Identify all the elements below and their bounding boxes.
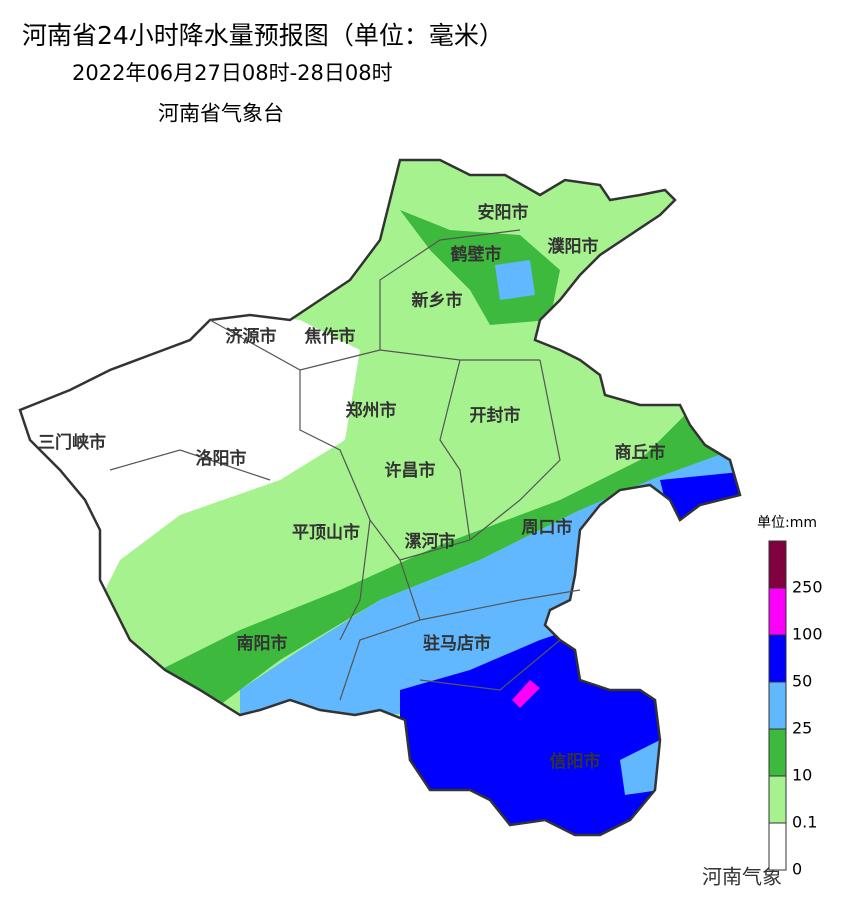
- legend-swatch: [768, 775, 787, 824]
- legend-swatch: [768, 540, 787, 589]
- city-label: 周口市: [522, 517, 573, 538]
- city-label: 洛阳市: [196, 448, 247, 469]
- city-label: 三门峡市: [38, 432, 106, 453]
- legend-label: 50: [792, 672, 812, 691]
- zone-10: [140, 400, 740, 720]
- legend-label: 250: [792, 578, 823, 597]
- period: 2022年06月27日08时-28日08时: [72, 61, 393, 85]
- legend-label: 0: [792, 860, 802, 879]
- legend-swatch: [768, 634, 787, 683]
- city-label: 南阳市: [237, 633, 288, 654]
- province-border: [18, 158, 742, 837]
- city-label: 鹤壁市: [451, 244, 502, 265]
- city-label: 开封市: [470, 405, 521, 426]
- city-label: 郑州市: [346, 400, 397, 421]
- city-label: 信阳市: [550, 751, 601, 772]
- legend-label: 0.1: [792, 813, 817, 832]
- legend-swatch: [768, 681, 787, 730]
- legend-swatch: [768, 587, 787, 636]
- legend-label: 10: [792, 766, 812, 785]
- legend-swatch: [768, 728, 787, 777]
- legend-swatch: [768, 822, 787, 871]
- city-label: 安阳市: [478, 202, 529, 223]
- issuer: 河南省气象台: [158, 102, 284, 126]
- city-label: 许昌市: [385, 460, 436, 481]
- city-label: 濮阳市: [548, 236, 599, 257]
- zone-25-north: [495, 260, 535, 300]
- city-label: 焦作市: [304, 326, 356, 347]
- zone-100: [512, 680, 540, 708]
- city-label: 平顶山市: [292, 522, 360, 543]
- zone-25-south: [620, 740, 660, 795]
- legend-label: 25: [792, 719, 812, 738]
- city-label: 漯河市: [405, 531, 456, 552]
- legend-unit: 单位:mm: [757, 515, 817, 531]
- title: 河南省24小时降水量预报图（单位：毫米）: [22, 21, 504, 50]
- city-borders: [109, 229, 581, 701]
- city-label: 驻马店市: [423, 633, 491, 654]
- city-label: 新乡市: [412, 290, 463, 311]
- city-label: 商丘市: [615, 442, 666, 463]
- city-label: 济源市: [226, 326, 277, 347]
- legend-label: 100: [792, 625, 823, 644]
